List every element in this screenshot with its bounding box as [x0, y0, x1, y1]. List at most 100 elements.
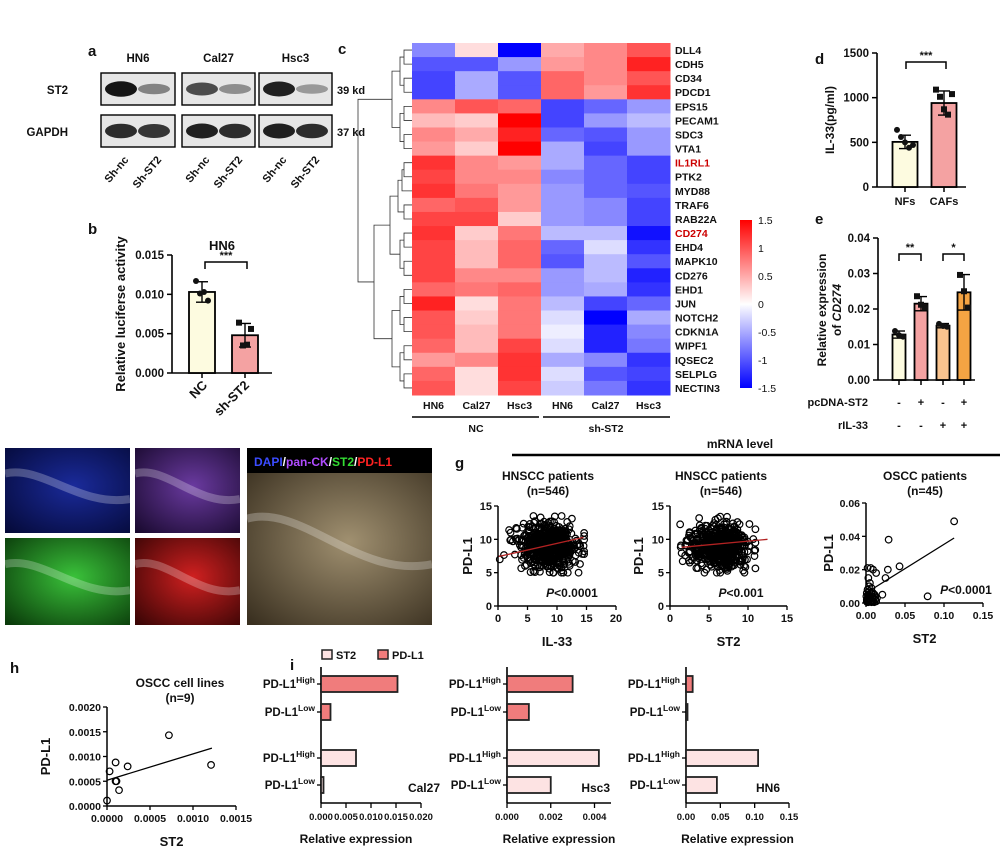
heatmap-cell [627, 240, 671, 255]
channel-name: / [283, 455, 287, 469]
heatmap-cell [498, 43, 542, 58]
data-point [521, 531, 529, 539]
heatmap-cell [498, 282, 542, 297]
protein-band [186, 82, 218, 96]
heatmap-cell [455, 380, 499, 396]
colorbar-tick-label: -1 [758, 355, 767, 367]
heatmap-cell [412, 310, 456, 326]
y-tick-label: 0.04 [848, 233, 871, 245]
bar [506, 703, 530, 721]
bar [685, 675, 694, 693]
data-point [685, 556, 693, 565]
heatmap-cell [412, 141, 456, 157]
heatmap-cell [455, 296, 499, 312]
heatmap-cell [627, 282, 671, 297]
y-tick-label: 0 [863, 182, 869, 194]
data-point [553, 564, 562, 573]
gene-label: NOTCH2 [675, 313, 718, 325]
y-tick-label: 0.00 [840, 598, 861, 610]
y-tick-label: 5 [658, 568, 664, 580]
significance-bracket [898, 253, 922, 261]
significance-label: *** [920, 50, 934, 62]
data-point [697, 523, 706, 532]
heatmap-cell [412, 85, 456, 100]
gene-label: PECAM1 [675, 115, 719, 127]
colorbar-tick-label: 0.5 [758, 271, 773, 283]
channel-name: / [329, 455, 333, 469]
data-point [526, 568, 535, 576]
panel-label-b: b [88, 221, 97, 238]
x-tick-label: 0.010 [359, 812, 383, 823]
data-point [207, 761, 215, 769]
y-axis-label: PD-L1 [821, 534, 836, 572]
heatmap-cell [455, 282, 499, 297]
x-tick-label: 20 [610, 613, 622, 625]
data-point [511, 535, 520, 543]
data-point [165, 731, 173, 740]
heatmap-cell [498, 324, 542, 340]
data-point [580, 550, 589, 558]
data-point [745, 520, 754, 528]
condition-label: rIL-33 [838, 420, 868, 432]
data-point [529, 512, 538, 520]
heatmap-cell [412, 71, 456, 86]
data-point [716, 550, 725, 559]
heatmap-cell [498, 141, 542, 157]
data-point [863, 564, 872, 572]
heatmap-cell [627, 338, 671, 354]
data-point [111, 758, 120, 767]
data-point [715, 558, 723, 567]
molecular-weight-label: 37 kd [337, 127, 365, 139]
x-axis-label: Relative expression [503, 832, 616, 846]
heatmap-cell [498, 254, 542, 269]
heatmap-cell [498, 71, 542, 86]
bar [935, 324, 951, 381]
x-tick-label: 0.0005 [134, 813, 166, 825]
row-label: PD-L1Low [451, 776, 502, 792]
bar [930, 102, 958, 188]
heatmap-cell [412, 113, 456, 128]
y-tick-label: 0.00 [848, 375, 870, 387]
x-axis-label: Relative expression [681, 832, 794, 846]
data-point [884, 535, 893, 544]
data-point [961, 288, 967, 295]
panel-label-h: h [10, 660, 19, 677]
data-point [115, 786, 123, 795]
merge-label-bar [247, 448, 432, 473]
heatmap-cell [627, 211, 671, 227]
data-point [205, 297, 211, 304]
heatmap-cell [584, 141, 628, 157]
data-point [685, 528, 694, 537]
heatmap-cell [627, 85, 671, 100]
data-point [573, 541, 581, 550]
data-point [697, 540, 705, 549]
gene-label: TRAF6 [675, 200, 709, 212]
data-point [521, 562, 529, 570]
row-label-base: PD-L1 [449, 753, 483, 765]
heatmap-cell [541, 254, 585, 269]
heatmap-cell [412, 282, 456, 297]
data-point [902, 139, 908, 146]
data-point [557, 566, 566, 575]
heatmap-cell [627, 43, 671, 58]
data-point [694, 549, 703, 557]
data-point [944, 323, 950, 330]
heatmap-cell [627, 155, 671, 171]
heatmap-cell [584, 254, 628, 269]
heatmap-cell [584, 310, 628, 326]
significance-label: ** [906, 242, 915, 254]
x-tick-label: 10 [551, 613, 563, 625]
data-point [692, 540, 701, 548]
heatmap-cell [412, 169, 456, 185]
p-symbol: P [940, 583, 949, 597]
heatmap-cell [455, 71, 499, 86]
row-label: PD-L1Low [451, 703, 502, 719]
heatmap-cell [584, 240, 628, 255]
heatmap-cell [627, 296, 671, 312]
y-tick-label: 500 [850, 137, 869, 149]
x-tick-label: NFs [895, 196, 916, 208]
row-label-superscript: High [296, 675, 315, 685]
gene-label: CD276 [675, 270, 708, 282]
data-point [688, 556, 696, 565]
y-axis-label: PD-L1 [460, 537, 475, 575]
